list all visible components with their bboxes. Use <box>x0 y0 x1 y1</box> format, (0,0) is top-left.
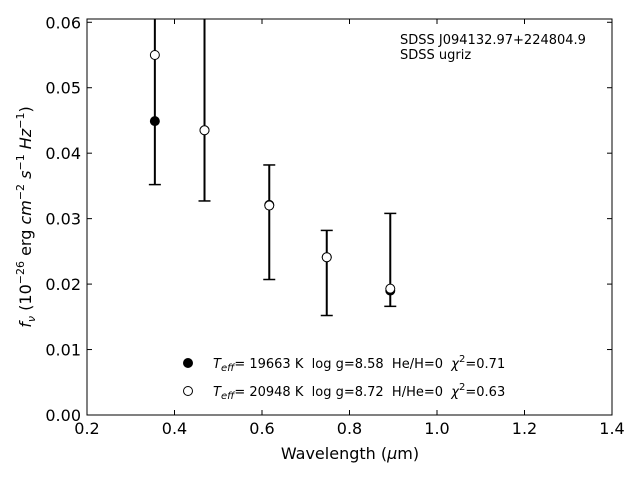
data-point-open <box>385 283 396 294</box>
y-axis-label: fν (10−26 erg cm−2 s−1 Hz−1) <box>14 106 38 327</box>
x-tick-label: 1.2 <box>512 419 537 438</box>
data-point-filled <box>149 116 160 127</box>
y-tick-label: 0.03 <box>45 210 81 229</box>
x-axis-label: Wavelength (μm) <box>281 444 419 463</box>
y-tick-label: 0.00 <box>45 406 81 425</box>
legend-marker-open <box>183 386 193 396</box>
y-tick-label: 0.06 <box>45 13 81 32</box>
x-tick-label: 0.2 <box>74 419 99 438</box>
x-axis-ticks: 0.2 0.4 0.6 0.8 1.0 1.2 1.4 <box>74 19 625 438</box>
x-tick-label: 0.6 <box>249 419 274 438</box>
y-tick-label: 0.04 <box>45 144 81 163</box>
x-tick-label: 0.4 <box>162 419 187 438</box>
y-tick-label: 0.05 <box>45 79 81 98</box>
markers-group <box>149 50 396 296</box>
y-axis-ticks: 0.00 0.01 0.02 0.03 0.04 0.05 0.06 <box>45 13 612 425</box>
object-name-annotation: SDSS J094132.97+224804.9 <box>400 33 586 48</box>
x-tick-label: 1.4 <box>599 419 624 438</box>
data-point-open <box>264 200 275 211</box>
y-tick-label: 0.02 <box>45 275 81 294</box>
x-tick-label: 0.8 <box>337 419 362 438</box>
legend: Teff= 19663 K log g=8.58 He/H=0 χ2=0.71 … <box>183 354 505 402</box>
data-point-open <box>149 50 160 60</box>
survey-annotation: SDSS ugriz <box>400 48 471 63</box>
x-tick-label: 1.0 <box>424 419 449 438</box>
y-tick-label: 0.01 <box>45 341 81 360</box>
error-bars-group <box>148 19 397 317</box>
legend-entry-2: Teff= 20948 K log g=8.72 H/He=0 χ2=0.63 <box>213 382 505 402</box>
data-point-open <box>199 125 210 136</box>
legend-marker-filled <box>183 358 193 368</box>
data-point-open <box>321 252 332 263</box>
legend-entry-1: Teff= 19663 K log g=8.58 He/H=0 χ2=0.71 <box>213 354 505 374</box>
